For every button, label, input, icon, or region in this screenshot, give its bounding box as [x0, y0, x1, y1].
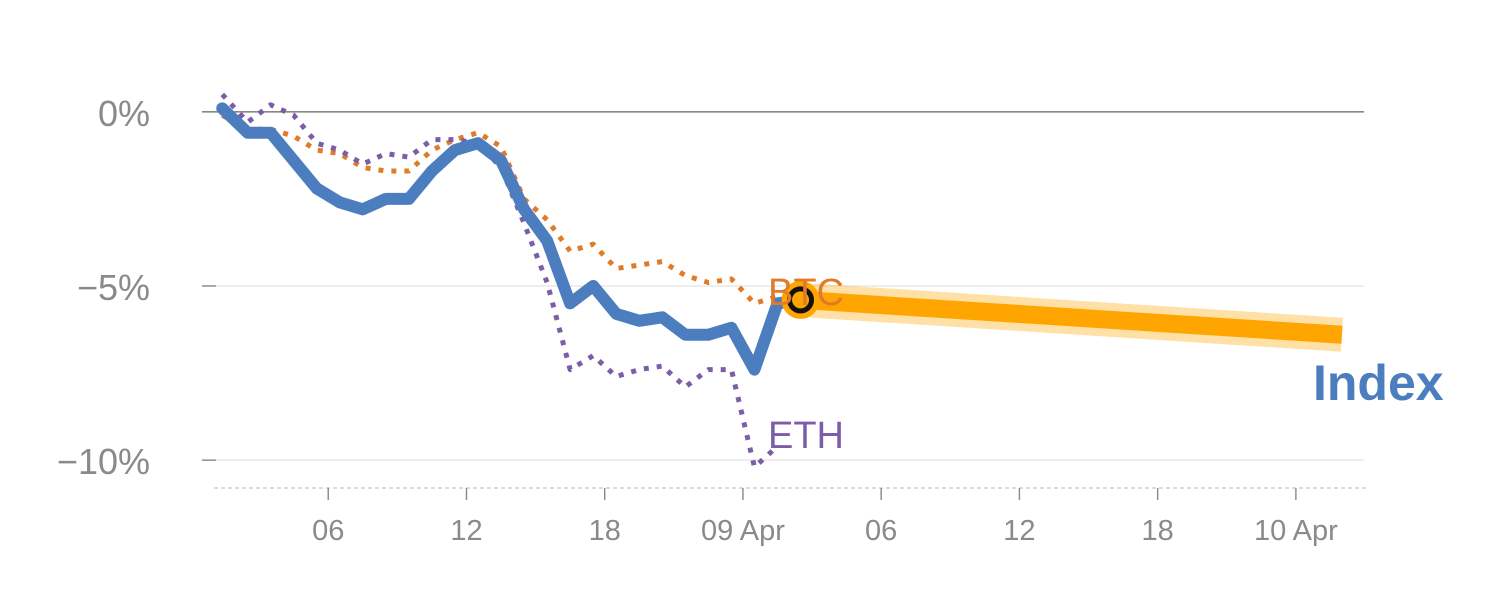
current-point-ring: [787, 286, 815, 314]
x-tick-label-3: 09 Apr: [701, 515, 785, 547]
forecast-line: [799, 290, 1343, 344]
series-line-btc: [221, 113, 801, 306]
x-tick-label-6: 18: [1142, 515, 1174, 547]
x-tick-label-7: 10 Apr: [1254, 515, 1338, 547]
grid: [202, 111, 1364, 461]
x-tick-label-0: 06: [312, 515, 344, 547]
series-label-eth: ETH: [768, 415, 844, 457]
y-tick-label-2: −10%: [57, 441, 150, 482]
series-line-index: [216, 102, 807, 376]
x-tick-label-1: 12: [450, 515, 482, 547]
axes: 0% −5% −10% 06 12 18 09 Apr 06 12 18 10 Apr: [57, 93, 1366, 547]
marker: [781, 280, 820, 319]
y-tick-label-0: 0%: [98, 93, 150, 134]
series-label-index: Index: [1313, 355, 1444, 411]
y-tick-label-1: −5%: [77, 267, 150, 308]
x-tick-label-4: 06: [865, 515, 897, 547]
series-label-btc: BTC: [768, 272, 844, 314]
forecast: [799, 282, 1344, 352]
x-tick-label-2: 18: [589, 515, 621, 547]
series: [216, 92, 807, 470]
series-labels: BTC ETH Index: [768, 272, 1444, 457]
x-tick-label-5: 12: [1003, 515, 1035, 547]
